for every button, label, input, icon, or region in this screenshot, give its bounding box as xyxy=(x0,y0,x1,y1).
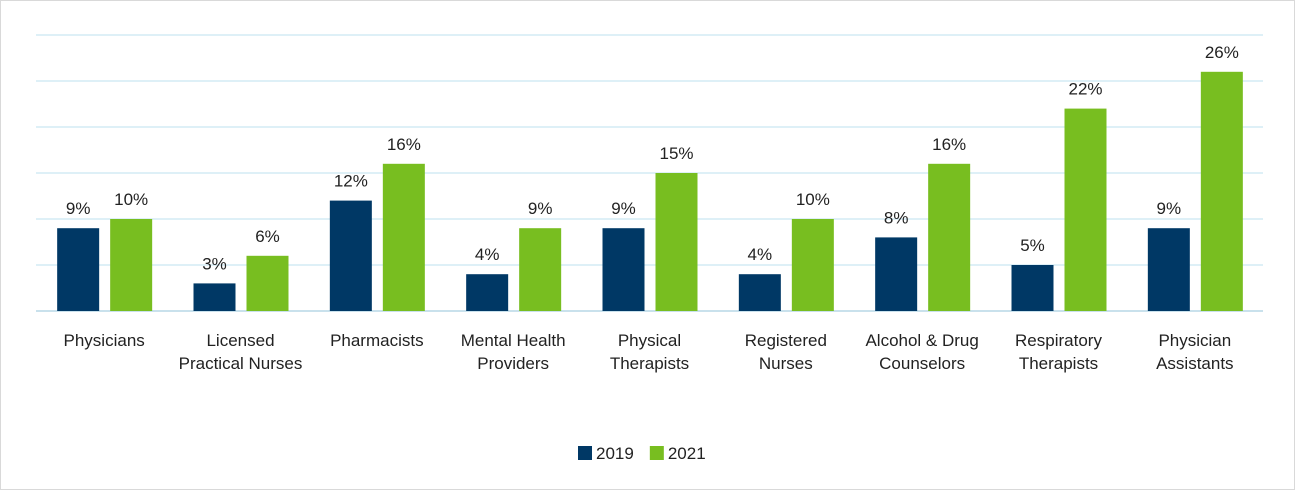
data-label: 6% xyxy=(255,227,280,246)
bar xyxy=(738,274,781,311)
data-label: 10% xyxy=(796,190,830,209)
x-tick-label: Mental Health Providers xyxy=(460,331,566,373)
data-label: 10% xyxy=(114,190,148,209)
data-label: 4% xyxy=(475,245,500,264)
data-label: 12% xyxy=(334,172,368,191)
data-label: 15% xyxy=(659,144,693,163)
bar xyxy=(1064,108,1107,311)
bar xyxy=(1200,71,1243,311)
data-label: 16% xyxy=(932,135,966,154)
data-label: 8% xyxy=(884,208,909,227)
legend-swatch xyxy=(649,446,664,460)
bar xyxy=(329,200,372,311)
data-label: 22% xyxy=(1068,80,1102,99)
data-label: 9% xyxy=(611,199,636,218)
data-label: 9% xyxy=(1157,199,1182,218)
bar xyxy=(602,228,645,311)
bar xyxy=(193,283,236,311)
x-tick-label: Pharmacists xyxy=(330,331,424,350)
x-tick-label: Alcohol & Drug Counselors xyxy=(865,331,979,373)
bar xyxy=(1147,228,1190,311)
bar xyxy=(875,237,918,311)
data-label: 9% xyxy=(528,199,553,218)
bar xyxy=(928,163,971,311)
data-label: 9% xyxy=(66,199,91,218)
x-tick-label: Physician Assistants xyxy=(1156,331,1234,373)
bar xyxy=(791,219,834,311)
bar xyxy=(655,173,698,311)
bar xyxy=(110,219,153,311)
data-label: 3% xyxy=(202,254,227,273)
bar xyxy=(57,228,100,311)
data-label: 5% xyxy=(1020,236,1045,255)
x-tick-label: Respiratory Therapists xyxy=(1015,331,1102,373)
data-label: 16% xyxy=(387,135,421,154)
bar xyxy=(466,274,509,311)
bar xyxy=(382,163,425,311)
x-tick-label: Registered Nurses xyxy=(744,331,827,373)
legend-swatch xyxy=(578,446,592,460)
data-label: 26% xyxy=(1205,43,1239,62)
bar xyxy=(1011,265,1054,311)
x-tick-label: Licensed Practical Nurses xyxy=(178,331,303,373)
data-label: 4% xyxy=(748,245,773,264)
bar xyxy=(246,255,289,311)
legend-label: 2019 xyxy=(596,444,634,463)
bar xyxy=(519,228,562,311)
x-tick-label: Physical Therapists xyxy=(609,331,690,373)
x-tick-label: Physicians xyxy=(63,331,145,350)
legend-label: 2021 xyxy=(668,444,706,463)
